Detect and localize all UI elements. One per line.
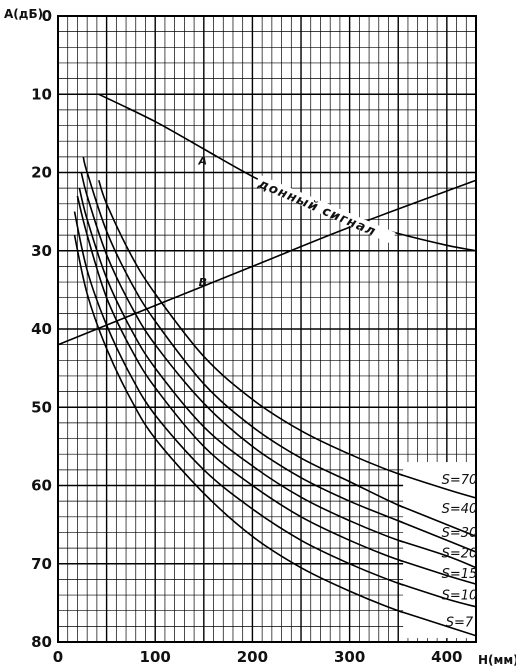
x-tick-label: 300 — [334, 648, 365, 666]
series-label: S=30 — [442, 526, 478, 541]
y-tick-label: 10 — [31, 85, 52, 103]
y-tick-label: 60 — [31, 477, 52, 495]
series-line-end — [397, 473, 477, 499]
series-line-end — [397, 519, 477, 553]
curve-label-bg — [254, 174, 396, 244]
series-label: S=40 — [442, 502, 478, 517]
x-tick-label: 100 — [140, 648, 171, 666]
x-axis-label: H(мм) — [478, 653, 516, 667]
point-label: A — [198, 155, 208, 168]
y-tick-label: 80 — [31, 633, 52, 651]
series-line-end — [397, 609, 477, 637]
y-tick-label: 70 — [31, 555, 52, 573]
series-label: S=15 — [442, 567, 478, 582]
y-tick-label: 40 — [31, 320, 52, 338]
series-label: S=7 — [446, 615, 474, 630]
y-tick-label: 0 — [42, 7, 52, 25]
series-label-box — [403, 462, 475, 639]
plot-frame — [57, 15, 477, 643]
y-axis-label: A(дБ) — [4, 7, 43, 21]
series-label: S=20 — [442, 546, 478, 561]
x-tick-label: 0 — [53, 648, 63, 666]
point-label: В — [199, 276, 207, 289]
y-tick-label: 20 — [31, 164, 52, 182]
series-line-end — [397, 559, 477, 585]
reference-line — [57, 179, 477, 346]
y-tick-label: 30 — [31, 242, 52, 260]
y-tick-label: 50 — [31, 398, 52, 416]
series-line-end — [397, 582, 477, 608]
series-line-end — [397, 539, 477, 569]
x-tick-label: 200 — [237, 648, 268, 666]
series-line-end — [397, 504, 477, 538]
series-label: S=70 — [442, 473, 478, 488]
series-label: S=10 — [442, 589, 478, 604]
x-tick-label: 400 — [431, 648, 462, 666]
